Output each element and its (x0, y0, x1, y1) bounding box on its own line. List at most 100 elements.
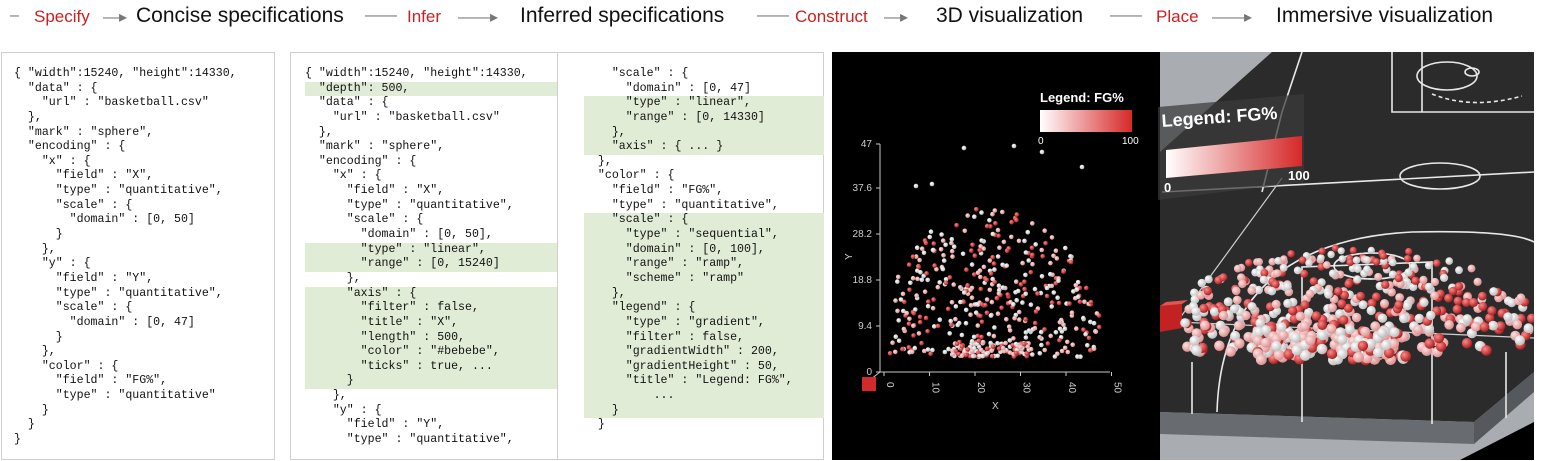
legend-max-label: 100 (1122, 136, 1139, 147)
shot-point (1424, 282, 1434, 292)
shot-point (1503, 312, 1513, 322)
shot-point (893, 334, 899, 340)
code-line: "scale" : { (584, 67, 689, 80)
shot-point (1023, 330, 1029, 335)
shot-point (1271, 340, 1282, 352)
shot-point (1273, 269, 1282, 278)
shot-point (1204, 275, 1213, 284)
shot-point (1197, 278, 1206, 288)
shot-point (973, 310, 979, 316)
shot-point (1523, 323, 1534, 334)
shot-point (984, 310, 990, 316)
shot-point (999, 305, 1004, 311)
shot-point (902, 299, 907, 305)
shot-point (1023, 250, 1029, 255)
shot-point (923, 315, 929, 321)
shot-point (1077, 299, 1083, 304)
shot-point (1512, 319, 1523, 330)
shot-point (1255, 258, 1263, 266)
shot-point (974, 207, 979, 212)
shot-point (951, 244, 957, 249)
shot-point (1044, 285, 1050, 291)
shot-point (1037, 334, 1042, 340)
shot-point (1049, 235, 1055, 240)
shot-point (1032, 286, 1038, 292)
shot-point (978, 286, 984, 292)
spec-concise: Concise specifications (136, 4, 344, 27)
arrow-icon: ——▸ (458, 9, 499, 26)
shot-point (1370, 321, 1381, 332)
shot-point (1021, 341, 1027, 347)
shot-point (1062, 326, 1068, 332)
shot-point (1424, 338, 1435, 349)
code-line: "x" : { (305, 169, 382, 183)
shot-point (1326, 348, 1338, 360)
shot-point (1056, 300, 1062, 306)
shot-point (969, 285, 975, 291)
shot-point (1006, 324, 1012, 330)
connector-line: —— (365, 7, 397, 24)
shot-point (984, 351, 989, 357)
shot-point (1479, 322, 1490, 332)
shot-point (1295, 311, 1305, 321)
shot-point (1380, 299, 1389, 308)
shot-point (1006, 246, 1011, 251)
shot-point (1345, 324, 1355, 335)
connector-line: —— (757, 7, 789, 24)
shot-point (1209, 307, 1220, 317)
code-line: }, (14, 345, 56, 359)
shot-point (1245, 258, 1253, 267)
shot-point (1358, 300, 1368, 310)
code-line: "url" : "basketball.csv" (14, 96, 209, 110)
shot-point (1055, 351, 1060, 357)
shot-point (978, 244, 983, 249)
shot-point (1199, 303, 1209, 313)
shot-point (925, 303, 931, 309)
shot-point (1042, 347, 1047, 353)
shot-point (977, 248, 982, 253)
shot-point (1016, 309, 1022, 315)
shot-point (1360, 326, 1371, 337)
shot-point (1232, 295, 1242, 305)
shot-point (932, 263, 937, 268)
shot-point (1055, 295, 1060, 300)
shot-point (988, 313, 994, 318)
shot-point (1413, 254, 1421, 262)
shot-point (1495, 321, 1506, 331)
shot-point (1000, 345, 1006, 351)
shot-point (922, 289, 928, 294)
shot-point (919, 246, 925, 251)
shot-point (1293, 266, 1302, 275)
legend-gradient (1040, 110, 1132, 132)
shot-point (937, 280, 942, 285)
arrow-icon: —▸ (884, 9, 909, 26)
shot-point (1478, 291, 1487, 301)
shot-point (946, 346, 951, 352)
shot-point (975, 333, 980, 339)
shot-point (906, 321, 912, 327)
shot-point (1305, 289, 1315, 299)
code-line: "type" : "quantitative", (305, 433, 514, 447)
shot-point (1334, 287, 1343, 296)
concise-spec-panel: { "width":15240, "height":14330, "data" … (1, 52, 275, 460)
shot-point (979, 238, 984, 243)
shot-point (965, 213, 970, 218)
shot-point (1065, 339, 1070, 345)
shot-point (1394, 274, 1403, 283)
code-line: "scheme" : "ramp" (584, 271, 824, 287)
x-axis-ticks: 0 10 20 30 40 50 (883, 372, 1123, 394)
legend-min-label: 0 (1038, 136, 1044, 147)
shot-point (1461, 338, 1473, 349)
shot-point (927, 234, 932, 240)
shot-point (1014, 298, 1019, 303)
shot-point (961, 290, 967, 295)
shot-point (1454, 282, 1464, 291)
shot-point (1381, 280, 1390, 289)
code-line: "type" : "gradient", (584, 315, 824, 331)
shot-point (978, 347, 984, 353)
shot-point (1411, 276, 1420, 285)
shot-point (949, 248, 955, 254)
spec-3d: 3D visualization (936, 4, 1084, 27)
shot-point (1413, 324, 1423, 335)
shot-point (907, 316, 912, 322)
